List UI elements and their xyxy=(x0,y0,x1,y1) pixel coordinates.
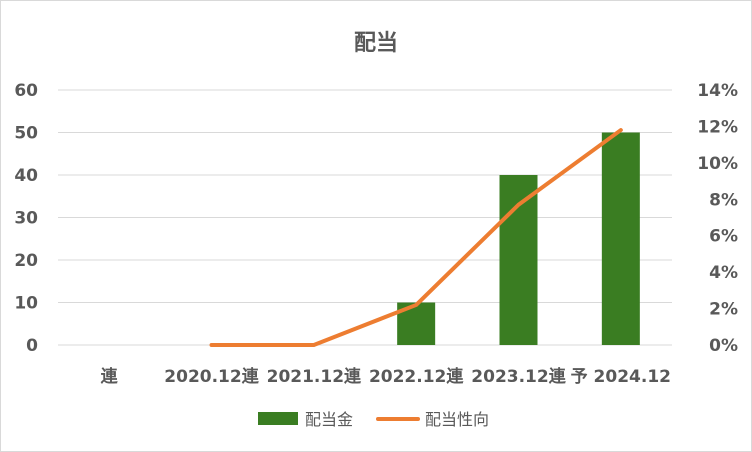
legend-swatch-bar xyxy=(258,412,298,425)
right-axis-tick-label: 6% xyxy=(709,227,738,247)
legend-label-line: 配当性向 xyxy=(425,410,489,429)
gridlines xyxy=(58,89,672,346)
left-axis-tick-label: 50 xyxy=(14,124,38,144)
right-axis-tick-label: 2% xyxy=(709,300,738,320)
bar xyxy=(499,175,538,345)
left-axis-tick-label: 10 xyxy=(14,294,38,314)
right-axis-tick-label: 12% xyxy=(697,117,738,137)
legend-label-bar: 配当金 xyxy=(305,410,353,429)
right-axis-tick-label: 4% xyxy=(709,263,738,283)
x-axis-tick-label: 2023.12連 xyxy=(471,366,566,387)
x-axis-tick-label: 2020.12連 xyxy=(164,366,259,387)
bar-series xyxy=(397,132,640,345)
left-axis-tick-label: 40 xyxy=(14,166,38,186)
line-series xyxy=(209,128,623,347)
x-axis-tick-labels: 連 2020.12連 2021.12連 2022.12連 2023.12連予 2024.… xyxy=(101,366,671,387)
right-axis-tick-label: 14% xyxy=(697,81,738,101)
left-axis-tick-label: 0 xyxy=(26,336,38,356)
x-axis-tick-label: 2021.12連 xyxy=(267,366,362,387)
x-axis-tick-label: 予 2024.12 xyxy=(571,367,671,387)
chart-title: 配当 xyxy=(354,31,398,56)
left-axis-tick-label: 20 xyxy=(14,251,38,271)
right-axis-tick-label: 0% xyxy=(709,336,738,356)
right-axis-tick-labels: 0% 2% 4% 6% 8% 10% 12% 14% xyxy=(697,81,738,356)
left-axis-tick-labels: 0 10 20 30 40 50 60 xyxy=(14,81,38,356)
left-axis-tick-label: 60 xyxy=(14,81,38,101)
x-axis-tick-label: 連 xyxy=(101,366,119,387)
right-axis-tick-label: 8% xyxy=(709,190,738,210)
legend: 配当金 配当性向 xyxy=(258,410,489,429)
x-axis-tick-label: 2022.12連 xyxy=(369,366,464,387)
bar xyxy=(601,132,640,345)
left-axis-tick-label: 30 xyxy=(14,209,38,229)
right-axis-tick-label: 10% xyxy=(697,154,738,174)
